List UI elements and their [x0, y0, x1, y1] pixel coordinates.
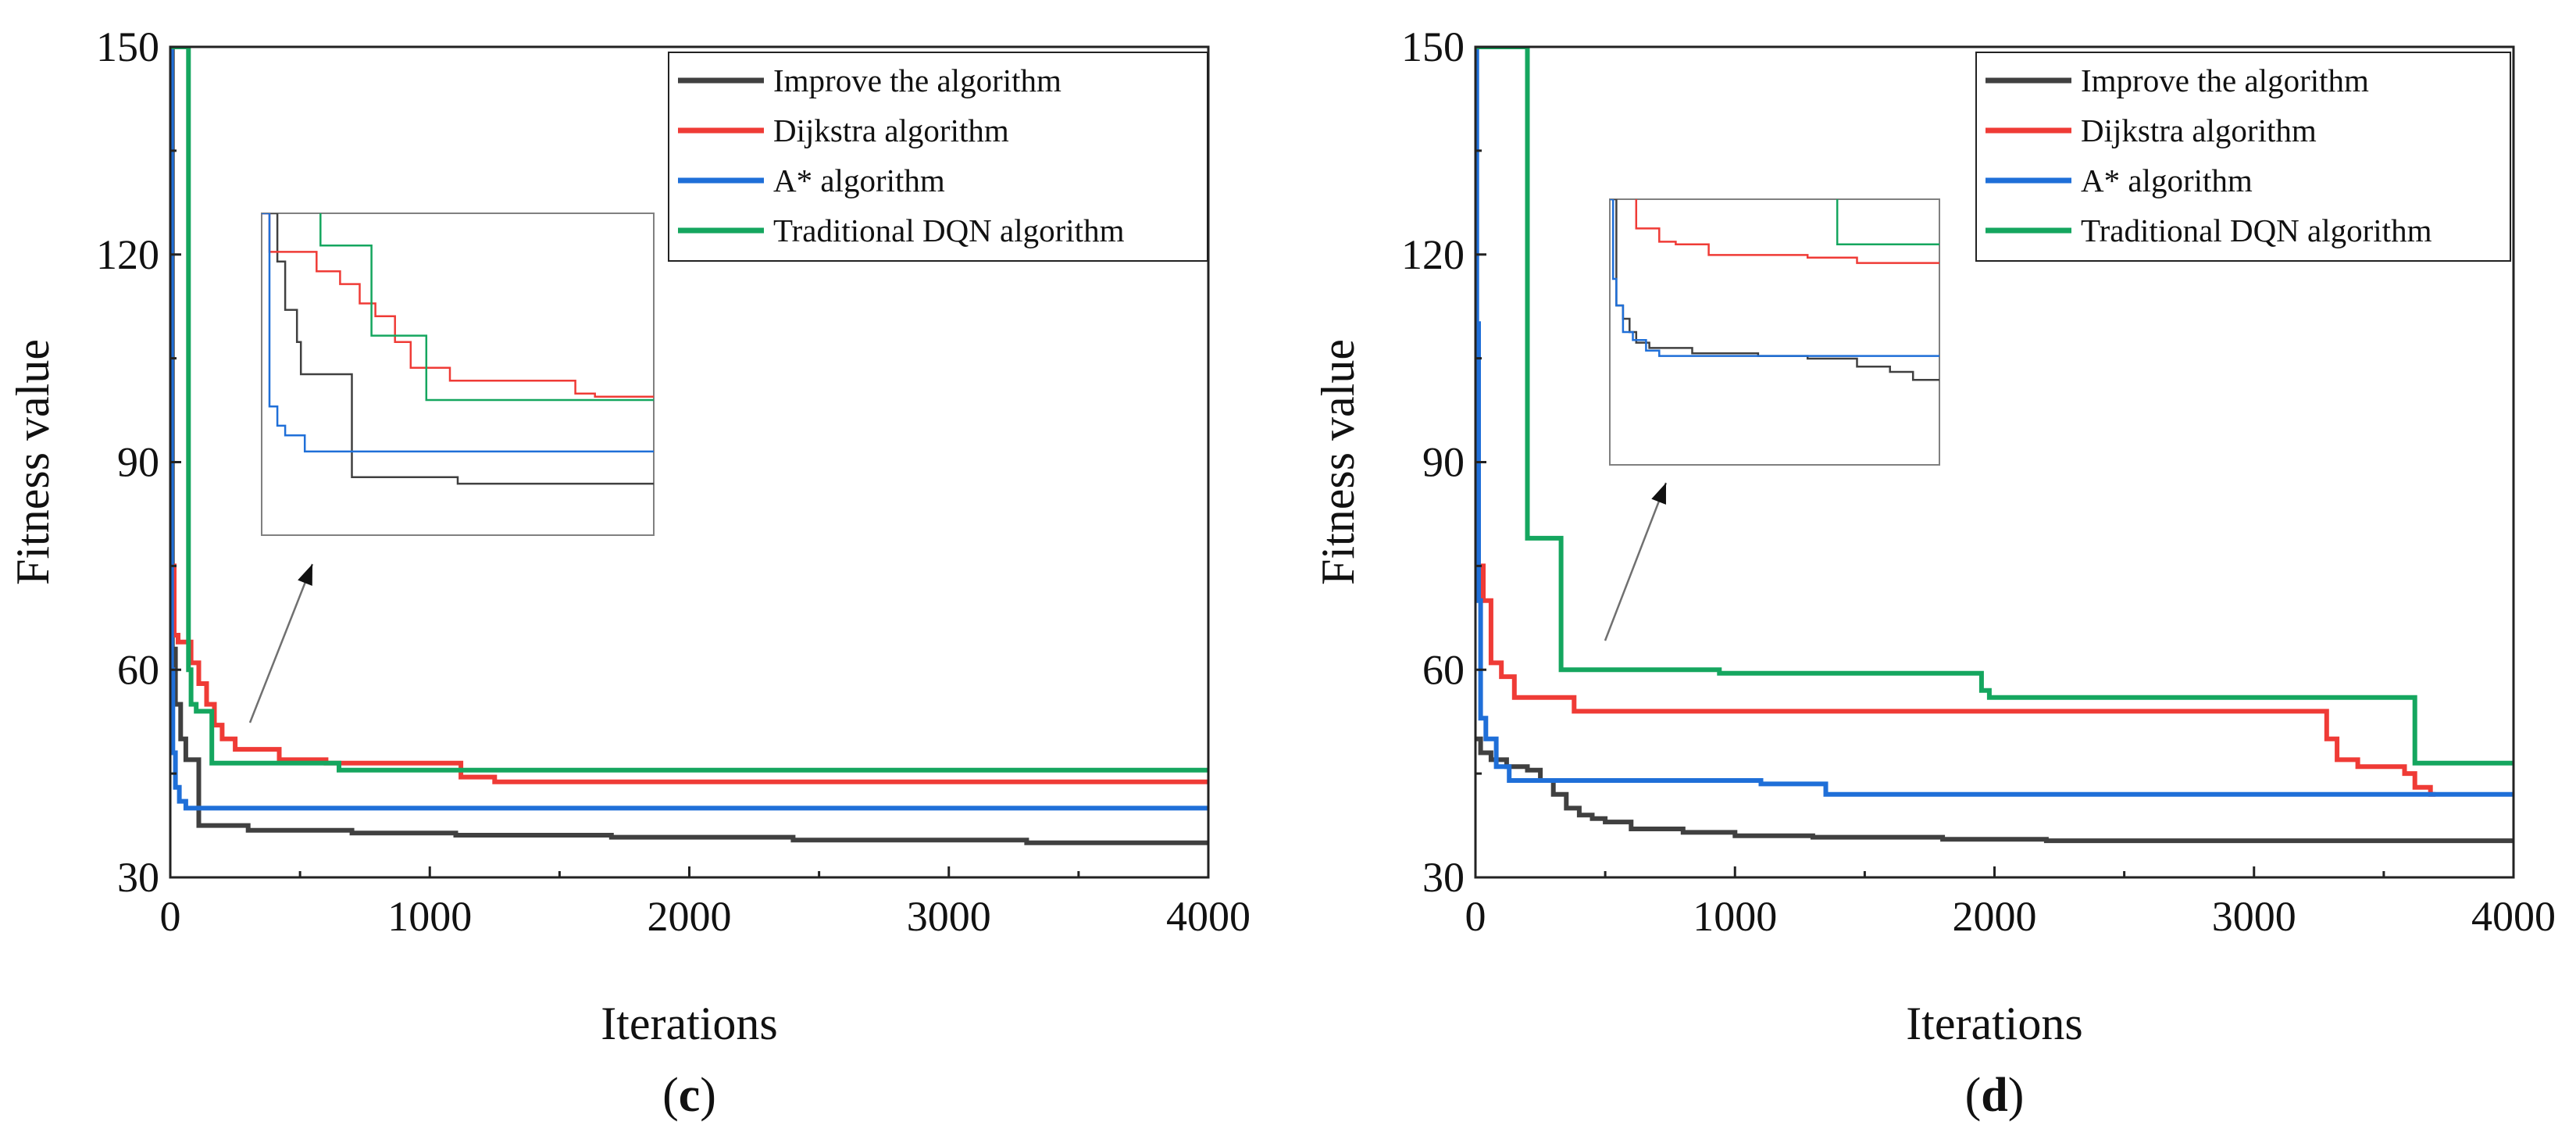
legend: Improve the algorithm Dijkstra algorithm A… — [668, 52, 1208, 262]
panel-label-letter: d — [1981, 1069, 2007, 1122]
panel-label-letter: c — [679, 1069, 701, 1122]
legend-box — [668, 52, 1208, 262]
y-tick-label: 90 — [117, 439, 159, 486]
legend-label-dqn: Traditional DQN algorithm — [773, 213, 1125, 248]
inset — [261, 213, 655, 536]
zoom-arrow — [1604, 482, 1668, 641]
inset-line-dqn — [1836, 199, 1939, 246]
panel-label-open: ( — [1965, 1069, 1982, 1122]
x-tick-label: 1000 — [387, 893, 472, 940]
series-line-dqn — [170, 47, 1208, 773]
legend-label-astar: A* algorithm — [2081, 163, 2253, 198]
series-line-dijkstra — [1475, 494, 2436, 797]
series-line-dqn — [1475, 47, 2514, 766]
plot-area — [1475, 47, 2514, 844]
y-tick-label: 120 — [1401, 231, 1465, 278]
series-line-dijkstra — [170, 563, 1208, 784]
legend-label-dijkstra: Dijkstra algorithm — [773, 113, 1009, 148]
series-line-improve — [170, 47, 1208, 845]
chart-panel-d: 0 1000 2000 3000 4000 30 60 90 120 150 Iterations F… — [1312, 23, 2556, 1122]
series-line-astar — [1475, 47, 2514, 797]
panel-label-close: ) — [2008, 1069, 2025, 1122]
y-axis-label: Fitness value — [1312, 339, 1364, 585]
y-tick-label: 60 — [1422, 646, 1465, 693]
x-tick-label: 2000 — [1953, 893, 2037, 940]
legend-box — [1975, 52, 2511, 262]
inset-line-astar — [262, 213, 654, 453]
panel-label: (d) — [1965, 1069, 2025, 1122]
y-tick-label: 90 — [1422, 439, 1465, 486]
legend-label-dijkstra: Dijkstra algorithm — [2081, 113, 2317, 148]
chart-panel-c: 0 1000 2000 3000 4000 30 60 90 120 150 Iterations F… — [7, 23, 1251, 1122]
y-tick-label: 30 — [1422, 854, 1465, 901]
legend: Improve the algorithm Dijkstra algorithm A… — [1975, 52, 2511, 262]
series-line-improve — [1475, 736, 2514, 844]
y-tick-label: 30 — [117, 854, 159, 901]
inset-line-improve — [262, 213, 654, 485]
panel-label-close: ) — [700, 1069, 716, 1122]
inset — [1609, 198, 1940, 466]
x-tick-label: 3000 — [907, 893, 991, 940]
inset-line-dijkstra — [262, 213, 654, 398]
inset-plot — [1610, 199, 1939, 381]
y-axis-label: Fitness value — [7, 339, 59, 585]
legend-label-astar: A* algorithm — [773, 163, 945, 198]
inset-plot — [262, 213, 654, 485]
legend-label-improve: Improve the algorithm — [773, 63, 1061, 98]
x-tick-label: 4000 — [1166, 893, 1251, 940]
y-tick-label: 60 — [117, 646, 159, 693]
legend-label-improve: Improve the algorithm — [2081, 63, 2369, 98]
panel-label-open: ( — [662, 1069, 679, 1122]
panel-label: (c) — [662, 1069, 716, 1122]
x-axis-label: Iterations — [1906, 998, 2083, 1049]
x-tick-label: 1000 — [1693, 893, 1777, 940]
x-tick-label: 2000 — [648, 893, 732, 940]
x-tick-label: 0 — [160, 893, 181, 940]
x-axis-label: Iterations — [601, 998, 778, 1049]
y-tick-label: 120 — [96, 231, 159, 278]
x-tick-label: 4000 — [2471, 893, 2556, 940]
zoom-arrow — [248, 563, 314, 723]
inset-line-astar — [1610, 199, 1939, 357]
inset-line-dijkstra — [1635, 199, 1939, 264]
zoom-arrow-head — [1651, 483, 1666, 505]
y-tick-label: 150 — [1401, 23, 1465, 70]
y-tick-label: 150 — [96, 23, 159, 70]
inset-line-dqn — [319, 213, 654, 402]
zoom-arrow-head — [298, 564, 312, 586]
legend-label-dqn: Traditional DQN algorithm — [2081, 213, 2432, 248]
x-tick-label: 3000 — [2212, 893, 2296, 940]
x-tick-label: 0 — [1465, 893, 1486, 940]
